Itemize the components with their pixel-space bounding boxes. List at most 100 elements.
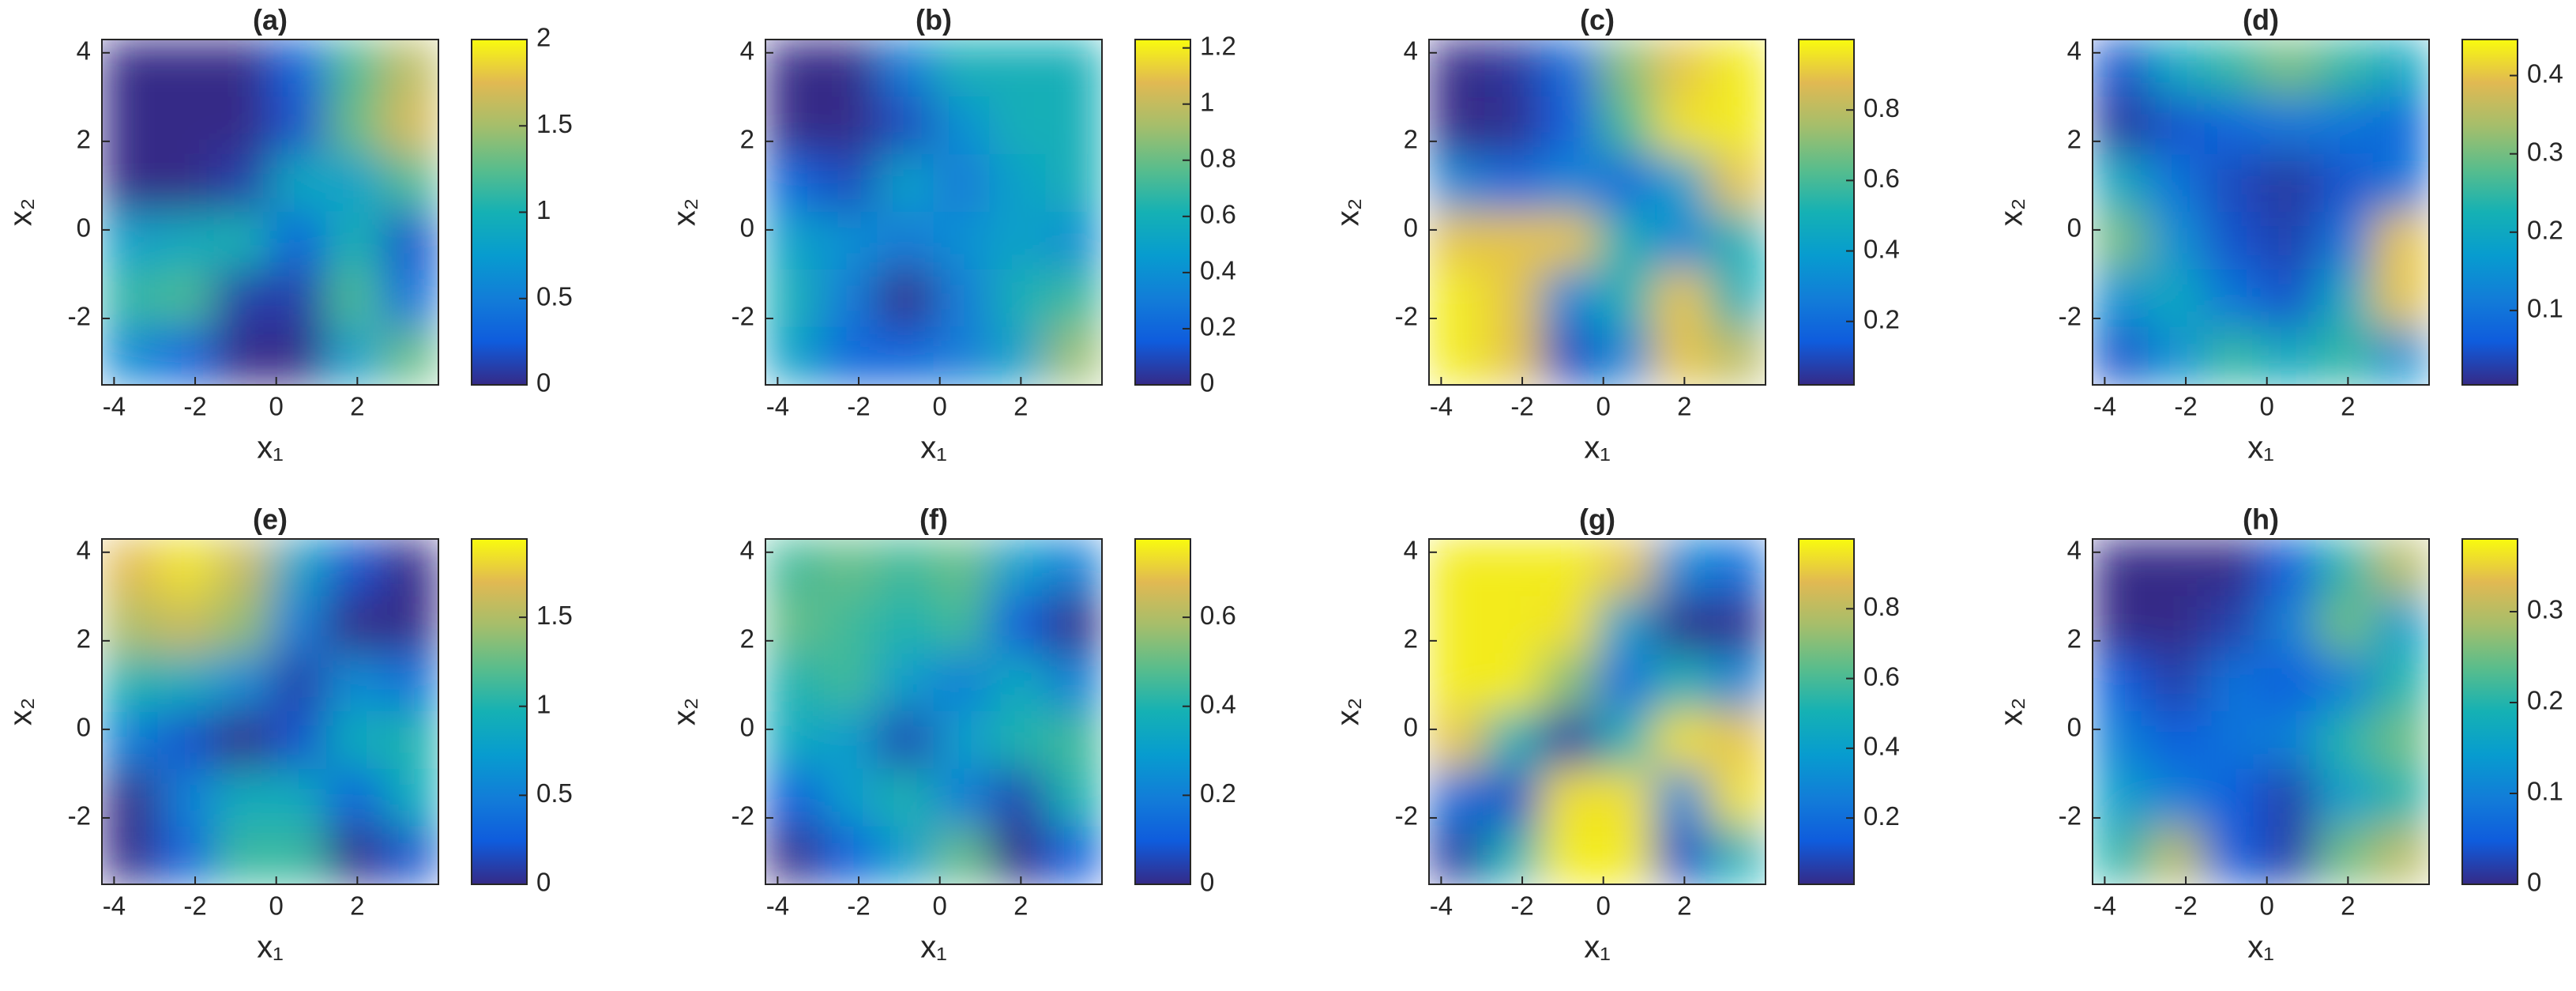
field-cell: [1484, 40, 1542, 98]
colorbar: [1134, 538, 1191, 885]
field-cell: [2316, 654, 2374, 712]
y-tick-label: 0: [740, 213, 754, 243]
field-cell: [1653, 40, 1710, 98]
y-tick-label: 4: [77, 36, 91, 66]
field-cell: [765, 96, 822, 156]
field-cell: [382, 539, 438, 597]
field-cell: [213, 596, 271, 655]
field-cell: [1709, 40, 1766, 98]
y-tick-label: 4: [2067, 536, 2081, 565]
plot-area: [765, 40, 1102, 385]
field-cell: [2372, 269, 2429, 328]
field-cell: [1429, 539, 1486, 597]
field-cell: [2204, 768, 2262, 827]
field-cell: [2148, 711, 2206, 770]
colorbar-tick-label: 0.4: [1200, 689, 1236, 718]
colorbar-tick-label: 0.2: [2527, 215, 2563, 244]
field: [1429, 539, 1766, 884]
field-cell: [2148, 212, 2206, 270]
field-cell: [1653, 596, 1710, 655]
field-cell: [1484, 596, 1542, 655]
y-axis-label: x₂: [668, 698, 702, 726]
field-cell: [2316, 269, 2374, 328]
colorbar-tick-label: 0.1: [2527, 777, 2563, 806]
field-cell: [1045, 711, 1102, 770]
y-tick-label: -2: [731, 302, 754, 331]
field-cell: [2204, 711, 2262, 770]
y-tick-label: 0: [77, 713, 91, 742]
y-tick-label: 0: [2067, 213, 2081, 243]
field-cell: [213, 212, 271, 270]
y-tick-label: -2: [731, 801, 754, 831]
y-tick-label: 0: [77, 213, 91, 243]
field-cell: [325, 826, 383, 884]
field-cell: [1709, 826, 1766, 884]
field-cell: [2204, 212, 2262, 270]
field-cell: [1596, 212, 1654, 270]
field-cell: [821, 596, 878, 655]
colorbar: [2461, 538, 2518, 885]
field-cell: [1709, 269, 1766, 328]
y-tick-label: -2: [1395, 801, 1418, 831]
field-cell: [1653, 269, 1710, 328]
field-cell: [1045, 654, 1102, 712]
field-cell: [1540, 768, 1598, 827]
field-cell: [989, 212, 1047, 270]
field-cell: [157, 154, 215, 213]
x-axis-label: x₁: [920, 930, 947, 965]
y-tick-label: 2: [740, 125, 754, 154]
field-cell: [213, 711, 271, 770]
x-axis-label: x₁: [257, 431, 284, 465]
x-tick-label: -2: [847, 392, 870, 421]
field-cell: [765, 269, 822, 328]
field-cell: [933, 154, 991, 213]
colorbar-tick-label: 1: [536, 195, 551, 224]
field-cell: [102, 326, 159, 385]
colorbar-tick-label: 0.8: [1200, 143, 1236, 172]
field-cell: [1653, 539, 1710, 597]
field-cell: [1653, 826, 1710, 884]
field-cell: [1045, 539, 1102, 597]
colorbar-tick-label: 0: [1200, 868, 1214, 897]
x-tick-label: 0: [933, 891, 947, 921]
field-cell: [821, 269, 878, 328]
field-cell: [2093, 711, 2149, 770]
field-cell: [1484, 212, 1542, 270]
x-tick-label: -4: [766, 891, 789, 921]
colorbar-tick-label: 0.4: [2527, 58, 2563, 88]
field-cell: [933, 40, 991, 98]
field-cell: [989, 654, 1047, 712]
field-cell: [2372, 596, 2429, 655]
field-cell: [157, 212, 215, 270]
field-cell: [2372, 768, 2429, 827]
field-cell: [2093, 768, 2149, 827]
field-cell: [2372, 96, 2429, 156]
field-cell: [989, 40, 1047, 98]
field: [765, 539, 1102, 884]
field-cell: [877, 539, 935, 597]
colorbar: [2461, 39, 2518, 386]
field-cell: [1429, 768, 1486, 827]
y-axis-label: x₂: [1995, 698, 2029, 726]
field-cell: [102, 154, 159, 213]
colorbar-tick-label: 0.3: [2527, 595, 2563, 624]
field-cell: [2204, 654, 2262, 712]
plot-area: [1429, 539, 1766, 884]
field-cell: [2260, 596, 2318, 655]
field-cell: [1484, 654, 1542, 712]
field-cell: [1596, 96, 1654, 156]
field-cell: [382, 768, 438, 827]
field-cell: [1484, 539, 1542, 597]
field-cell: [157, 269, 215, 328]
field-cell: [1596, 654, 1654, 712]
field-cell: [765, 654, 822, 712]
field-cell: [102, 40, 159, 98]
field-cell: [1596, 826, 1654, 884]
field-cell: [269, 768, 327, 827]
y-tick-label: 4: [77, 536, 91, 565]
field-cell: [1709, 768, 1766, 827]
field: [102, 40, 438, 385]
field-cell: [1045, 826, 1102, 884]
field-cell: [2093, 96, 2149, 156]
